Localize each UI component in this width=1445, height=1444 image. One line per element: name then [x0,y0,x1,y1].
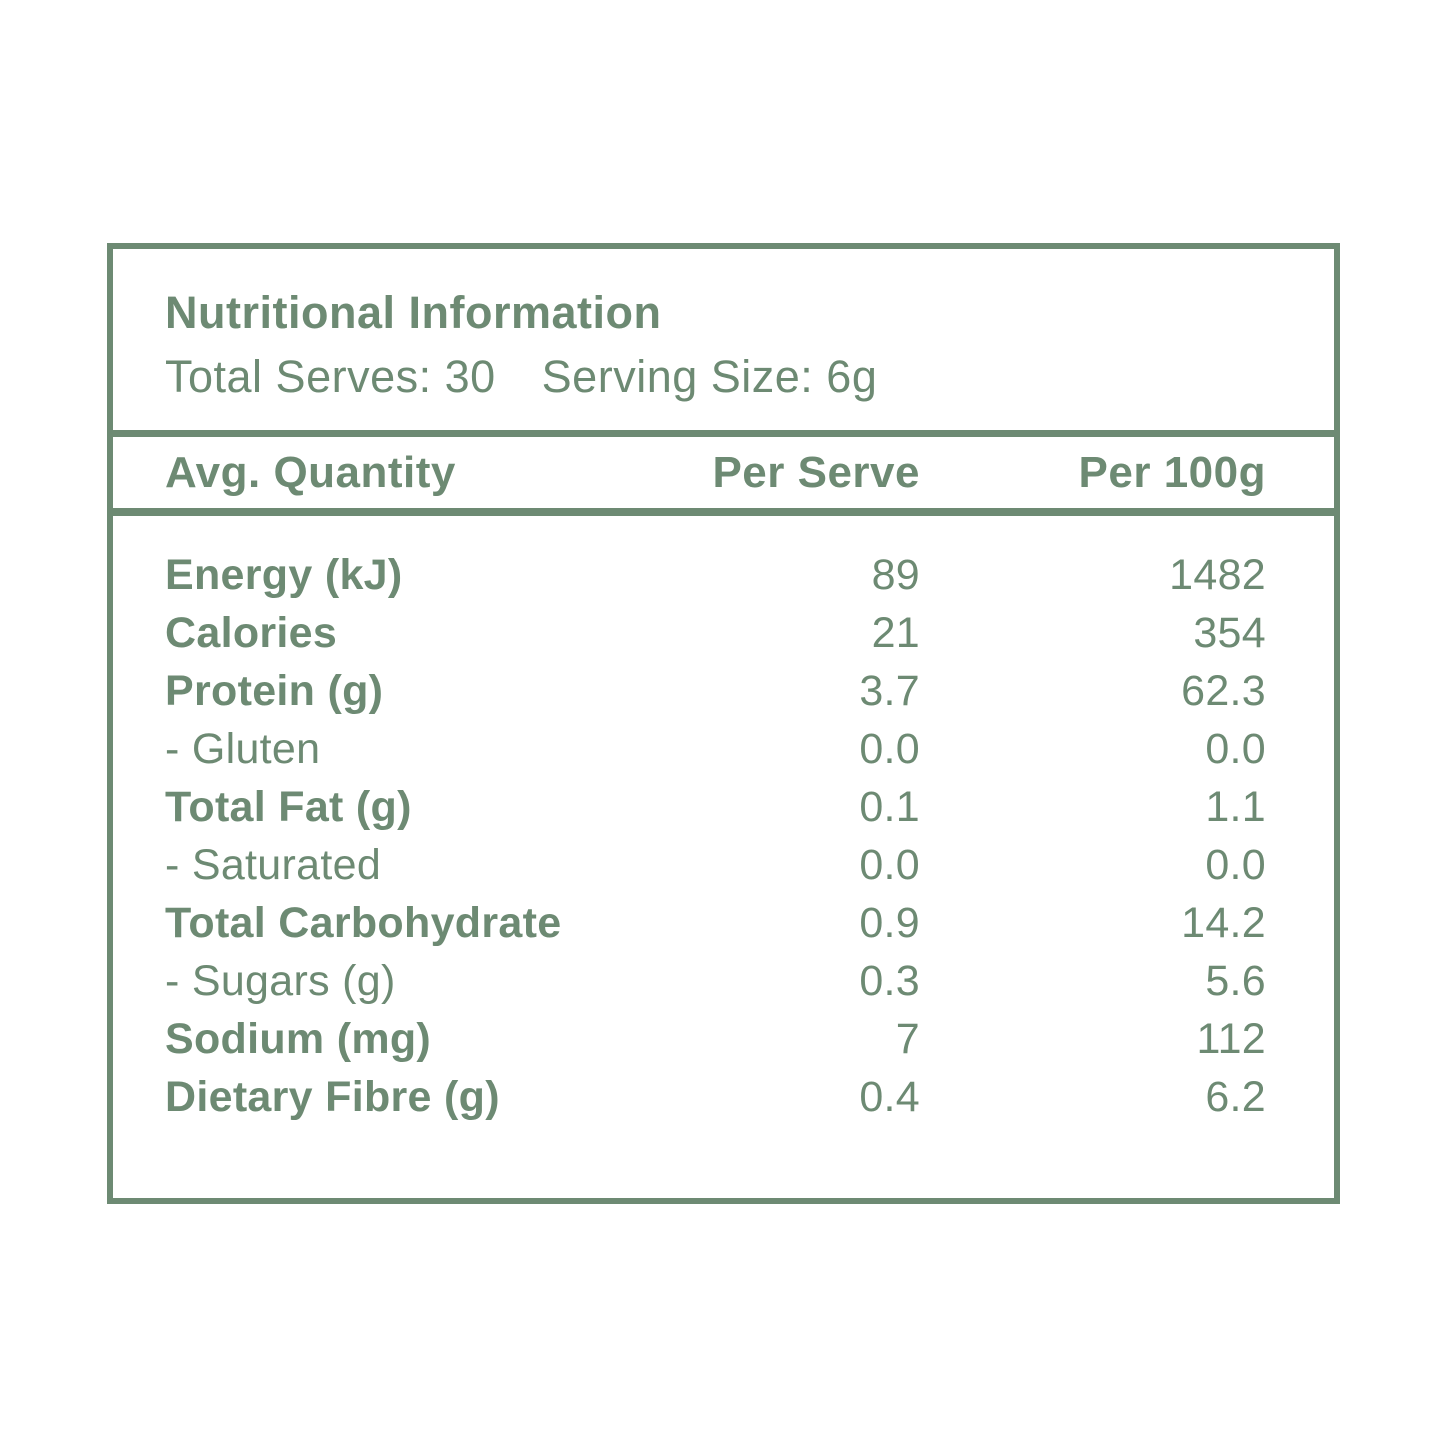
nutrient-name: Calories [165,609,338,657]
nutrient-name: Energy (kJ) [165,551,403,599]
column-header-per-100g: Per 100g [1078,447,1266,497]
per-100g-value: 354 [1193,609,1266,657]
nutrition-rows: Energy (kJ) 89 1482 Calories 21 354 Protein (g… [113,516,1334,1198]
table-row: Total Carbohydrate 0.9 14.2 [165,894,1266,952]
nutrient-name: Dietary Fibre (g) [165,1073,500,1121]
nutrient-name: - Gluten [165,725,321,773]
per-serve-value: 21 [871,609,920,657]
per-serve-value: 3.7 [859,667,920,715]
per-100g-value: 0.0 [1205,841,1266,889]
serves-line: Total Serves: 30 Serving Size: 6g [165,349,1266,405]
per-serve-value: 7 [895,1015,920,1063]
per-serve-value: 89 [871,551,920,599]
column-header-row: Avg. Quantity Per Serve Per 100g [113,437,1334,516]
per-100g-value: 1482 [1169,551,1266,599]
column-header-per-serve: Per Serve [712,447,920,497]
table-row: Sodium (mg) 7 112 [165,1010,1266,1068]
nutrient-name: Total Fat (g) [165,783,412,831]
per-serve-value: 0.4 [859,1073,920,1121]
per-serve-value: 0.3 [859,957,920,1005]
table-row: Dietary Fibre (g) 0.4 6.2 [165,1068,1266,1126]
per-100g-value: 6.2 [1205,1073,1266,1121]
table-row: Protein (g) 3.7 62.3 [165,662,1266,720]
table-row: - Sugars (g) 0.3 5.6 [165,952,1266,1010]
per-100g-value: 5.6 [1205,957,1266,1005]
per-serve-value: 0.9 [859,899,920,947]
per-serve-value: 0.0 [859,841,920,889]
per-100g-value: 62.3 [1181,667,1266,715]
per-100g-value: 0.0 [1205,725,1266,773]
table-row: - Saturated 0.0 0.0 [165,836,1266,894]
column-header-quantity: Avg. Quantity [165,447,456,497]
label-header: Nutritional Information Total Serves: 30… [113,249,1334,437]
per-100g-value: 1.1 [1205,783,1266,831]
per-serve-value: 0.1 [859,783,920,831]
serving-size-text: Serving Size: 6g [541,351,878,402]
nutrient-name: - Sugars (g) [165,957,396,1005]
nutrition-label-panel: Nutritional Information Total Serves: 30… [107,243,1340,1204]
table-row: - Gluten 0.0 0.0 [165,720,1266,778]
label-title: Nutritional Information [165,287,662,338]
nutrient-name: Protein (g) [165,667,384,715]
table-row: Calories 21 354 [165,604,1266,662]
total-serves-text: Total Serves: 30 [165,351,496,402]
per-100g-value: 14.2 [1181,899,1266,947]
per-100g-value: 112 [1196,1015,1266,1063]
nutrient-name: Sodium (mg) [165,1015,432,1063]
nutrient-name: Total Carbohydrate [165,899,562,947]
spacer [496,349,542,405]
table-row: Energy (kJ) 89 1482 [165,546,1266,604]
nutrient-name: - Saturated [165,841,382,889]
per-serve-value: 0.0 [859,725,920,773]
table-row: Total Fat (g) 0.1 1.1 [165,778,1266,836]
